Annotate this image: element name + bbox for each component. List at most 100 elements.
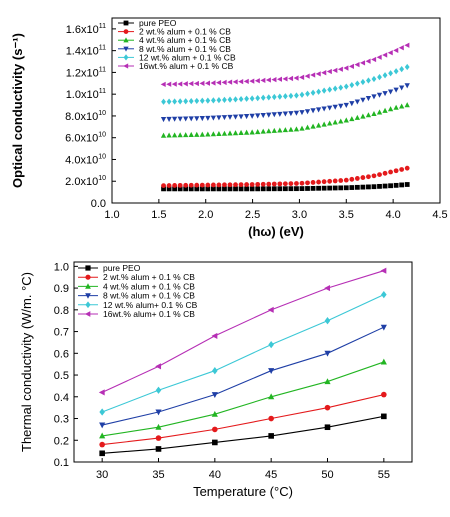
data-point [221,130,228,136]
series-6 [160,42,410,88]
y-tick-exponent: 11 [99,88,106,95]
data-point [205,115,211,121]
data-point [387,89,394,95]
data-point [321,70,327,76]
data-point [349,116,355,122]
data-point [194,131,200,137]
data-point [243,78,249,85]
y-axis-label: Optical conductivity (s⁻¹) [10,33,25,188]
data-point [332,67,338,74]
data-point [282,186,288,192]
data-point [171,132,178,138]
data-point [376,54,382,60]
data-point [377,172,382,178]
data-point [194,182,200,188]
series-line [102,394,384,446]
data-point [332,85,338,92]
data-point [288,92,294,99]
data-point [310,123,316,129]
data-point [199,182,205,188]
legend-marker [85,265,91,271]
legend-label: 8 wt.% alum + 0.1 % CB [139,44,231,54]
y-tick-mantissa: 0.0 [91,198,106,210]
data-point [324,404,331,411]
data-point [332,104,338,110]
data-point [222,186,227,192]
data-point [216,186,222,192]
data-point [377,74,382,81]
data-point [327,86,333,93]
data-point [282,76,288,82]
y-tick-label: 4.0x1010 [65,153,106,166]
data-point [282,111,289,117]
data-point [343,83,349,90]
data-point [371,173,377,179]
data-point [382,52,388,58]
data-point [205,186,211,192]
series-2 [99,391,387,448]
y-tick-label: 1.0x1011 [66,88,106,101]
data-point [171,81,177,87]
data-point [210,131,217,137]
data-point [183,116,189,122]
data-point [238,114,244,120]
x-tick-label: 4.5 [432,209,447,221]
data-point [360,113,366,119]
data-point [327,185,333,191]
data-point [267,306,274,313]
series-3 [160,102,410,138]
data-point [216,80,222,86]
data-point [266,186,272,192]
legend-marker [85,274,91,280]
data-point [380,324,387,331]
data-point [377,183,382,189]
data-point [166,81,172,87]
data-point [182,81,188,87]
data-point [268,433,274,439]
data-point [382,91,388,97]
data-point [249,182,255,187]
data-point [188,186,194,192]
data-point [260,77,266,84]
data-point [399,167,405,172]
data-point [183,182,189,188]
series-1 [99,413,387,457]
data-point [399,85,405,91]
legend-marker [85,283,91,289]
data-point [404,63,410,71]
data-point [255,181,261,187]
data-point [160,117,167,123]
legend-marker [85,293,91,299]
data-point [260,186,266,192]
data-point [177,132,183,138]
legend-label: 2 wt.% alum + 0.1 % CB [103,272,195,282]
data-point [293,110,300,116]
data-point [210,186,216,192]
data-point [382,107,388,113]
x-tick-label: 30 [96,469,108,481]
x-tick-label: 55 [378,469,390,481]
data-point [365,96,372,102]
data-point [371,56,377,63]
data-point [399,103,405,109]
data-point [233,182,238,188]
y-tick-label: 1.6x1011 [66,23,106,36]
y-tick-mantissa: 1.6x10 [66,24,99,36]
data-point [388,169,393,175]
plot-frame [73,261,413,463]
x-tick-label: 2.0 [198,209,213,221]
data-point [299,110,305,116]
y-axis-label: Thermal conductivity (W/m. °C) [19,272,34,452]
data-point [194,97,200,105]
data-point [193,80,199,87]
data-point [332,178,338,184]
legend-label: 4 wt.% alum + 0.1 % CB [139,35,231,45]
series-line [101,270,384,393]
legend-marker [123,20,129,26]
data-point [393,87,399,93]
data-point [354,80,360,87]
series-6 [98,267,387,396]
data-point [166,186,172,192]
data-point [177,116,183,122]
data-point [354,99,361,105]
